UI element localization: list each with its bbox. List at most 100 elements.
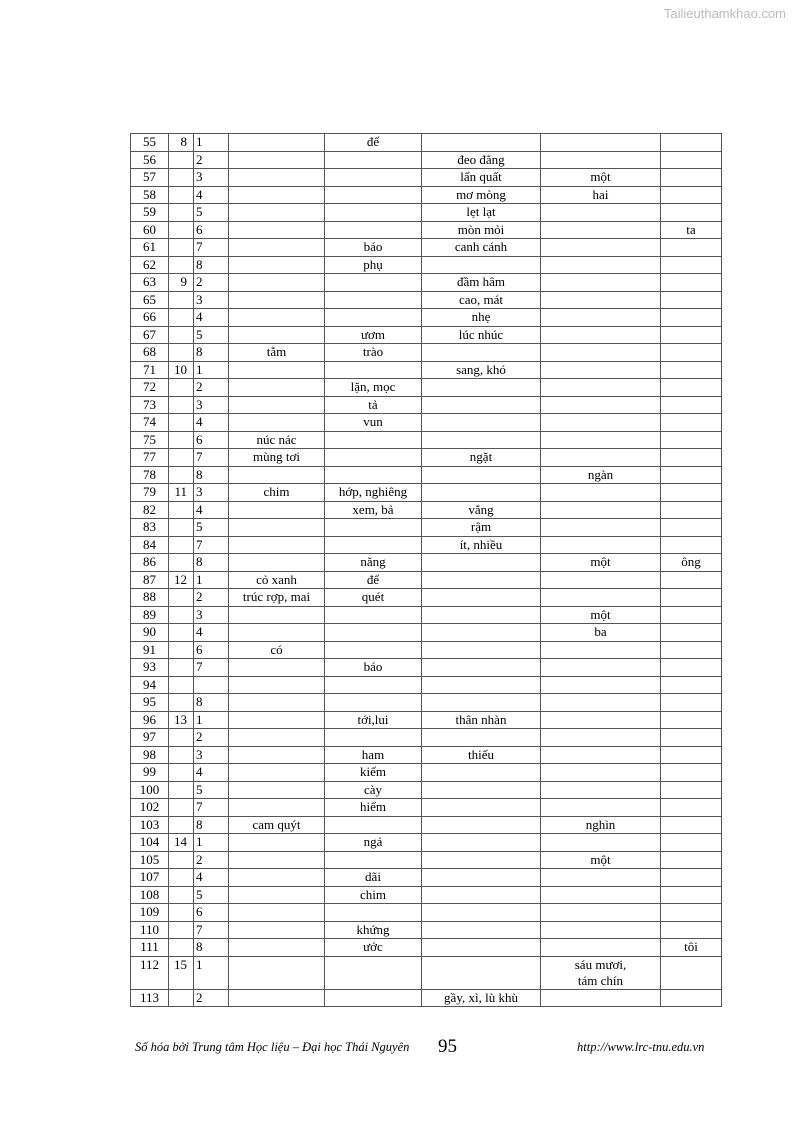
- table-cell: ba: [540, 623, 661, 642]
- table-cell: hai: [540, 185, 661, 204]
- table-row: 109 6: [130, 903, 722, 922]
- table-cell: [540, 920, 661, 939]
- table-cell: lặn, mọc: [324, 378, 422, 397]
- table-cell: có: [228, 640, 325, 659]
- table-cell: [228, 955, 325, 990]
- table-cell: [168, 745, 194, 764]
- table-cell: [540, 780, 661, 799]
- table-row: 113 2 gầy, xì, lù khù: [130, 988, 722, 1007]
- table-cell: 4: [193, 185, 229, 204]
- table-cell: [540, 535, 661, 554]
- table-cell: [228, 465, 325, 484]
- table-cell: [324, 623, 422, 642]
- table-cell: [168, 430, 194, 449]
- table-cell: [168, 308, 194, 327]
- table-cell: [228, 168, 325, 187]
- table-cell: [660, 885, 722, 904]
- table-cell: [324, 465, 422, 484]
- table-cell: [168, 255, 194, 274]
- table-cell: 2: [193, 728, 229, 747]
- table-cell: [168, 290, 194, 309]
- table-cell: [660, 308, 722, 327]
- table-cell: [228, 395, 325, 414]
- table-row: 74 4 vun: [130, 413, 722, 432]
- table-cell: [228, 710, 325, 729]
- table-cell: [324, 168, 422, 187]
- table-cell: [168, 780, 194, 799]
- table-cell: 90: [130, 623, 169, 642]
- table-cell: [660, 343, 722, 362]
- table-cell: thân nhàn: [421, 710, 541, 729]
- table-cell: [168, 220, 194, 239]
- table-cell: [168, 850, 194, 869]
- table-cell: [421, 483, 541, 502]
- table-cell: [228, 868, 325, 887]
- data-table: 55 8 1 để 56 2 đeo đẳng 57 3 lẩn quất một 58 4 mơ mòn…: [130, 133, 722, 1007]
- table-cell: [540, 938, 661, 957]
- table-row: 108 5 chim: [130, 885, 722, 904]
- table-cell: 111: [130, 938, 169, 957]
- table-cell: [324, 448, 422, 467]
- table-cell: [421, 903, 541, 922]
- table-cell: [421, 798, 541, 817]
- table-row: 68 8 tằm trào: [130, 343, 722, 362]
- table-cell: 72: [130, 378, 169, 397]
- table-cell: 7: [193, 798, 229, 817]
- table-cell: 55: [130, 133, 169, 152]
- table-row: 84 7 ít, nhiều: [130, 535, 722, 554]
- table-row: 110 7 khứng: [130, 920, 722, 939]
- table-cell: [660, 378, 722, 397]
- table-row: 61 7 báo canh cánh: [130, 238, 722, 257]
- table-cell: [421, 955, 541, 990]
- table-row: 103 8 cam quýt nghìn: [130, 815, 722, 834]
- table-cell: [168, 448, 194, 467]
- table-cell: [540, 658, 661, 677]
- table-cell: [168, 763, 194, 782]
- table-cell: 83: [130, 518, 169, 537]
- table-cell: [421, 833, 541, 852]
- table-cell: 67: [130, 325, 169, 344]
- table-cell: [540, 710, 661, 729]
- table-cell: mơ mòng: [421, 185, 541, 204]
- table-cell: [324, 518, 422, 537]
- table-cell: [228, 378, 325, 397]
- table-cell: [660, 955, 722, 990]
- table-cell: [660, 745, 722, 764]
- table-cell: [324, 693, 422, 712]
- table-cell: [660, 850, 722, 869]
- table-row: 100 5 cày: [130, 780, 722, 799]
- table-row: 59 5 lẹt lạt: [130, 203, 722, 222]
- table-cell: 109: [130, 903, 169, 922]
- table-cell: [168, 395, 194, 414]
- table-cell: [660, 203, 722, 222]
- table-cell: [228, 938, 325, 957]
- table-cell: núc nác: [228, 430, 325, 449]
- table-cell: [660, 693, 722, 712]
- table-cell: [421, 868, 541, 887]
- table-cell: [228, 133, 325, 152]
- table-cell: 6: [193, 903, 229, 922]
- table-cell: [324, 640, 422, 659]
- table-cell: [228, 658, 325, 677]
- table-cell: [228, 903, 325, 922]
- table-cell: [168, 203, 194, 222]
- table-cell: [168, 903, 194, 922]
- table-cell: 1: [193, 955, 229, 990]
- table-cell: [228, 693, 325, 712]
- table-row: 72 2 lặn, mọc: [130, 378, 722, 397]
- table-cell: [421, 693, 541, 712]
- table-cell: [660, 238, 722, 257]
- table-cell: [228, 780, 325, 799]
- table-cell: [168, 815, 194, 834]
- table-cell: tôi: [660, 938, 722, 957]
- table-cell: [540, 798, 661, 817]
- table-row: 57 3 lẩn quất một: [130, 168, 722, 187]
- table-cell: [324, 728, 422, 747]
- table-cell: 62: [130, 255, 169, 274]
- footer-url[interactable]: http://www.lrc-tnu.edu.vn: [577, 1040, 705, 1054]
- table-cell: 108: [130, 885, 169, 904]
- table-cell: 6: [193, 430, 229, 449]
- table-cell: [660, 133, 722, 152]
- table-cell: [660, 988, 722, 1007]
- table-cell: [324, 903, 422, 922]
